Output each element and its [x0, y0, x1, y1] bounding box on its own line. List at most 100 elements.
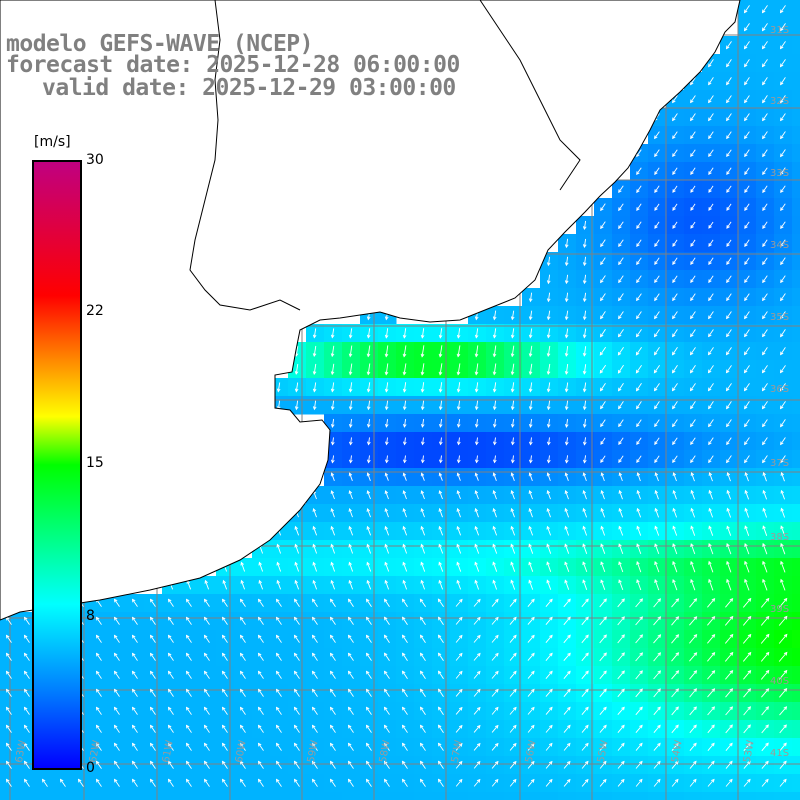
wind-arrow	[672, 311, 678, 320]
wind-arrow	[131, 706, 138, 715]
wind-arrow	[617, 670, 625, 680]
wind-arrow	[419, 616, 426, 625]
wind-arrow	[672, 221, 678, 229]
wind-arrow	[456, 363, 461, 376]
wind-arrow	[492, 328, 497, 339]
wind-arrow	[366, 328, 371, 339]
wind-cell	[18, 792, 37, 800]
wind-arrow	[708, 149, 714, 158]
wind-cell	[792, 720, 800, 739]
wind-cell	[792, 162, 800, 181]
wind-arrow	[725, 365, 732, 374]
wind-arrow	[275, 724, 282, 733]
coastline	[0, 0, 741, 621]
wind-arrow	[689, 616, 698, 626]
wind-arrow	[635, 652, 644, 662]
wind-arrow	[330, 400, 335, 411]
wind-arrow	[563, 688, 571, 697]
wind-arrow	[437, 742, 444, 751]
wind-arrow	[726, 131, 732, 140]
wind-arrow	[654, 185, 660, 193]
wind-arrow	[131, 760, 138, 769]
wind-arrow	[438, 455, 443, 464]
wind-arrow	[149, 598, 156, 607]
wind-arrow	[690, 149, 696, 158]
wind-arrow	[455, 688, 463, 697]
wind-arrow	[311, 760, 318, 769]
wind-arrow	[402, 508, 407, 518]
wind-arrow	[329, 652, 336, 661]
wind-cell	[792, 90, 800, 109]
wind-arrow	[779, 778, 787, 787]
wind-arrow	[564, 363, 569, 375]
wind-arrow	[420, 419, 425, 428]
wind-arrow	[690, 185, 696, 193]
wind-arrow	[564, 256, 569, 267]
wind-arrow	[690, 311, 696, 320]
wind-arrow	[599, 346, 607, 356]
wind-arrow	[708, 419, 714, 428]
wind-arrow	[257, 598, 264, 607]
wind-arrow	[23, 688, 30, 697]
land-area	[0, 0, 741, 621]
wind-arrow	[726, 419, 732, 428]
wind-arrow	[167, 688, 174, 697]
wind-arrow	[366, 579, 372, 590]
wind-arrow	[366, 382, 371, 393]
wind-arrow	[636, 437, 642, 445]
wind-arrow	[778, 669, 788, 680]
wind-arrow	[581, 706, 589, 715]
wind-arrow	[582, 490, 587, 500]
wind-arrow	[329, 634, 336, 643]
wind-arrow	[726, 507, 732, 518]
wind-arrow	[312, 382, 317, 393]
wind-arrow	[762, 311, 768, 320]
wind-cell	[648, 792, 667, 800]
wind-arrow	[635, 670, 643, 680]
wind-arrow	[527, 688, 535, 697]
wind-arrow	[383, 670, 390, 679]
wind-arrow	[311, 634, 318, 643]
wind-arrow	[635, 598, 644, 608]
wind-arrow	[564, 418, 569, 428]
wind-arrow	[725, 760, 733, 769]
wind-arrow	[528, 418, 533, 428]
wind-arrow	[167, 778, 174, 787]
wind-arrow	[708, 525, 714, 536]
wind-arrow	[510, 561, 516, 572]
wind-arrow	[311, 616, 318, 625]
wind-arrow	[509, 688, 517, 697]
wind-arrow	[474, 419, 479, 428]
wind-arrow	[689, 633, 698, 644]
wind-arrow	[618, 311, 624, 320]
wind-arrow	[311, 652, 318, 661]
wind-cell	[576, 792, 595, 800]
wind-arrow	[528, 455, 533, 464]
wind-arrow	[456, 507, 461, 518]
wind-cell	[504, 792, 523, 800]
wind-arrow	[599, 760, 607, 769]
wind-arrow	[113, 670, 120, 679]
wind-arrow	[743, 23, 750, 32]
wind-arrow	[672, 579, 678, 591]
wind-arrow	[617, 598, 625, 608]
wind-arrow	[743, 742, 751, 752]
wind-arrow	[510, 437, 515, 446]
wind-arrow	[383, 634, 390, 643]
wind-arrow	[384, 543, 390, 554]
wind-arrow	[456, 525, 462, 536]
wind-arrow	[401, 616, 408, 625]
wind-arrow	[455, 760, 463, 769]
wind-arrow	[672, 149, 678, 158]
wind-arrow	[456, 472, 461, 481]
wind-arrow	[564, 400, 569, 411]
wind-arrow	[581, 670, 589, 680]
wind-arrow	[510, 310, 515, 321]
wind-arrow	[365, 598, 372, 607]
wind-arrow	[744, 525, 750, 536]
wind-arrow	[744, 489, 750, 500]
wind-arrow	[131, 724, 138, 733]
wind-arrow	[618, 525, 624, 536]
wind-arrow	[636, 239, 642, 247]
